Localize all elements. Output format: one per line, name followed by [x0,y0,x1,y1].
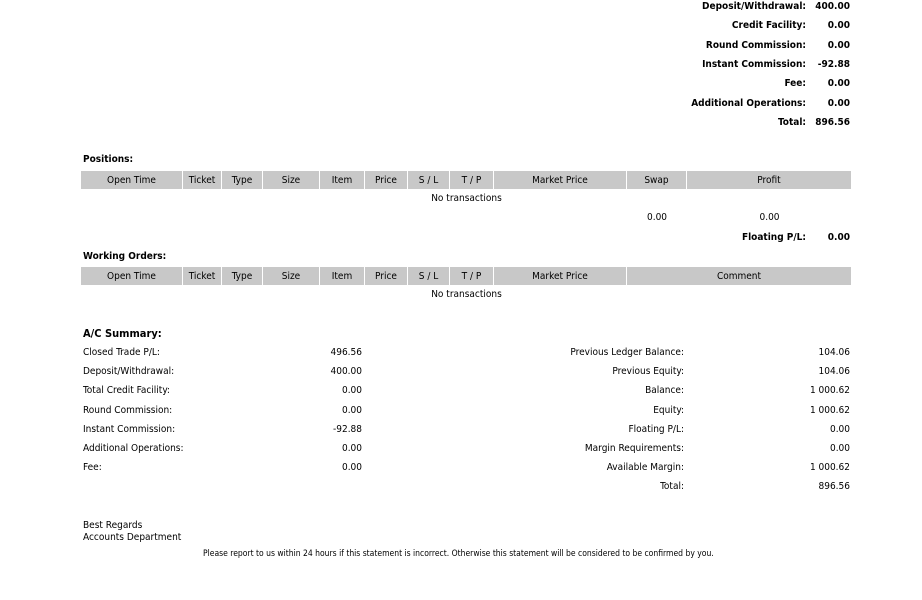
column-header: Open Time [81,267,183,285]
positions-empty-text: No transactions [431,193,502,204]
regards-text: Best Regards [83,520,143,531]
column-header: S / L [408,171,450,189]
column-header: Type [222,267,263,285]
summary-label: Deposit/Withdrawal: [702,1,806,12]
column-header: Profit [687,171,852,189]
swap-total: 0.00 [646,212,668,223]
column-header: T / P [450,171,494,189]
column-header: Price [365,267,408,285]
column-header: Comment [627,267,852,285]
ac-left-value: 0.00 [341,404,362,416]
ac-left-value: 0.00 [341,385,362,397]
summary-value: 0.00 [827,78,850,90]
ac-right-label: Equity: [653,404,684,416]
column-header: T / P [450,267,494,285]
ac-right-label: Previous Ledger Balance: [570,347,684,358]
column-header: Market Price [494,267,627,285]
ac-right-label: Previous Equity: [612,366,684,378]
summary-label: Instant Commission: [702,58,806,70]
column-header: Size [263,267,320,285]
column-header: Market Price [494,171,627,189]
ac-left-label: Closed Trade P/L: [83,347,160,358]
ac-right-value: 1 000.62 [809,404,850,416]
column-header: S / L [408,267,450,285]
summary-value: -92.88 [817,58,850,70]
ac-left-label: Instant Commission: [83,423,176,435]
ac-summary-title: A/C Summary: [83,327,162,340]
profit-total: 0.00 [759,212,780,223]
ac-right-label: Total: [660,481,684,493]
summary-label: Total: [777,116,806,128]
ac-left-label: Total Credit Facility: [83,385,170,397]
ac-right-value: 104.06 [818,366,850,378]
column-header: Open Time [81,171,183,189]
floating-pl-value: 0.00 [827,232,850,243]
ac-right-value: 104.06 [818,347,850,358]
positions-totals-row: 0.00 0.00 [81,208,852,227]
ac-right-value: 0.00 [829,443,850,454]
floating-pl-label: Floating P/L: [741,232,806,243]
column-header: Ticket [183,171,222,189]
ac-left-label: Fee: [83,462,102,474]
ac-left-value: 0.00 [341,443,362,454]
working-orders-empty-text: No transactions [431,289,502,300]
column-header: Ticket [183,267,222,285]
ac-left-value: 0.00 [341,462,362,474]
ac-right-label: Balance: [645,385,684,397]
ac-right-label: Margin Requirements: [584,443,684,454]
summary-value: 0.00 [827,97,850,109]
summary-value: 0.00 [827,39,850,51]
notice-text: Please report to us within 24 hours if t… [203,549,714,559]
column-header: Type [222,171,263,189]
ac-right-value: 1 000.62 [809,462,850,474]
summary-value: 896.56 [815,116,850,128]
column-header: Size [263,171,320,189]
ac-left-value: 496.56 [330,347,362,358]
summary-label: Round Commission: [705,39,806,51]
ac-right-value: 1 000.62 [809,385,850,397]
summary-label: Fee: [784,78,806,90]
ac-right-value: 896.56 [818,481,850,493]
ac-right-label: Floating P/L: [628,423,685,435]
working-orders-title: Working Orders: [83,251,167,262]
department-text: Accounts Department [83,532,182,543]
ac-right-value: 0.00 [829,423,850,435]
column-header: Price [365,171,408,189]
ac-left-label: Round Commission: [83,404,173,416]
summary-label: Additional Operations: [691,97,806,109]
ac-left-label: Additional Operations: [83,443,184,454]
working-orders-empty-row: No transactions [81,285,852,304]
summary-label: Credit Facility: [731,20,806,32]
ac-left-value: 400.00 [330,366,362,378]
column-header: Item [320,267,365,285]
column-header: Item [320,171,365,189]
summary-value: 0.00 [827,20,850,32]
positions-title: Positions: [83,154,134,165]
ac-left-label: Deposit/Withdrawal: [83,366,175,378]
positions-empty-row: No transactions [81,189,852,208]
ac-left-value: -92.88 [333,423,362,435]
column-header: Swap [627,171,687,189]
ac-right-label: Available Margin: [606,462,684,474]
summary-value: 400.00 [815,1,850,12]
